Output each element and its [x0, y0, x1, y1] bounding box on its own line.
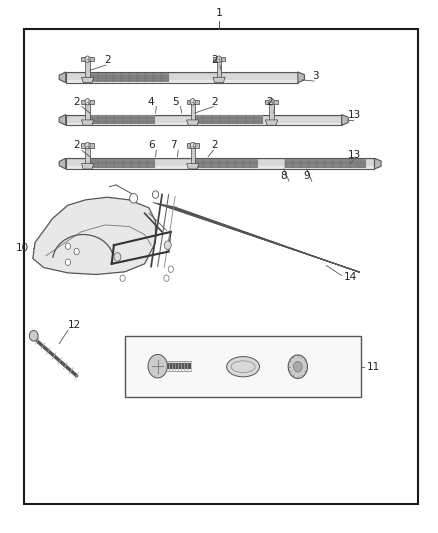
Text: 1: 1: [215, 9, 223, 18]
Bar: [81, 143, 94, 148]
Ellipse shape: [227, 357, 259, 377]
Circle shape: [168, 266, 173, 272]
Text: 13: 13: [348, 150, 361, 160]
Bar: [90, 116, 155, 124]
Bar: [85, 101, 90, 120]
Circle shape: [216, 56, 222, 62]
Text: 3: 3: [312, 71, 319, 81]
Bar: [66, 80, 298, 83]
Bar: [66, 72, 298, 74]
Bar: [217, 59, 221, 77]
Bar: [195, 116, 263, 124]
Bar: [187, 100, 199, 104]
Circle shape: [130, 193, 138, 203]
Bar: [66, 115, 342, 117]
Text: 6: 6: [148, 140, 155, 150]
Bar: [85, 145, 90, 164]
Polygon shape: [187, 164, 199, 169]
Circle shape: [269, 99, 274, 105]
Bar: [213, 57, 225, 61]
Circle shape: [293, 361, 302, 372]
Bar: [90, 73, 169, 82]
Polygon shape: [342, 115, 348, 125]
Text: 2: 2: [104, 55, 111, 65]
Bar: [265, 100, 278, 104]
Circle shape: [190, 142, 195, 149]
Bar: [85, 59, 90, 77]
Polygon shape: [298, 72, 304, 83]
Text: 8: 8: [280, 171, 287, 181]
Circle shape: [152, 191, 159, 198]
Bar: [81, 100, 94, 104]
Bar: [66, 72, 298, 80]
Text: 5: 5: [172, 96, 179, 107]
Text: 2: 2: [211, 55, 218, 65]
Bar: [66, 158, 374, 166]
Bar: [66, 159, 374, 160]
Circle shape: [74, 248, 79, 255]
Bar: [125, 336, 361, 397]
Polygon shape: [33, 197, 155, 274]
Polygon shape: [81, 164, 94, 169]
Bar: [90, 159, 155, 168]
Text: 4: 4: [148, 96, 155, 107]
Polygon shape: [81, 120, 94, 125]
Bar: [66, 115, 342, 125]
Text: 2: 2: [73, 96, 80, 107]
Bar: [66, 72, 298, 83]
Bar: [66, 123, 342, 125]
Circle shape: [85, 142, 90, 149]
Polygon shape: [187, 120, 199, 125]
Text: 10: 10: [15, 243, 28, 253]
Text: 13: 13: [348, 110, 361, 120]
Text: 2: 2: [211, 140, 218, 150]
Circle shape: [148, 354, 167, 378]
Circle shape: [164, 275, 169, 281]
Circle shape: [85, 56, 90, 62]
Bar: [191, 145, 195, 164]
Bar: [66, 166, 374, 169]
Bar: [269, 101, 274, 120]
Polygon shape: [59, 72, 66, 83]
Text: 9: 9: [303, 171, 310, 181]
Bar: [24, 29, 418, 504]
Circle shape: [288, 355, 307, 378]
Circle shape: [85, 99, 90, 105]
Text: 7: 7: [170, 140, 177, 150]
Polygon shape: [213, 77, 225, 83]
Text: 11: 11: [367, 362, 380, 372]
Bar: [285, 159, 366, 168]
Polygon shape: [59, 158, 66, 169]
Bar: [191, 101, 195, 120]
Circle shape: [65, 259, 71, 265]
Circle shape: [29, 330, 38, 341]
Polygon shape: [374, 158, 381, 169]
Circle shape: [120, 275, 125, 281]
Polygon shape: [59, 115, 66, 125]
Text: 14: 14: [344, 272, 357, 282]
Bar: [187, 143, 199, 148]
Circle shape: [65, 243, 71, 249]
Text: 2: 2: [73, 140, 80, 150]
Circle shape: [114, 253, 121, 261]
Polygon shape: [265, 120, 278, 125]
Text: 2: 2: [211, 96, 218, 107]
Text: 2: 2: [266, 96, 273, 107]
Bar: [81, 57, 94, 61]
Polygon shape: [81, 77, 94, 83]
Text: 12: 12: [68, 320, 81, 330]
Bar: [66, 115, 342, 123]
Circle shape: [190, 99, 195, 105]
Bar: [66, 158, 374, 169]
Bar: [195, 159, 258, 168]
Circle shape: [164, 241, 171, 249]
